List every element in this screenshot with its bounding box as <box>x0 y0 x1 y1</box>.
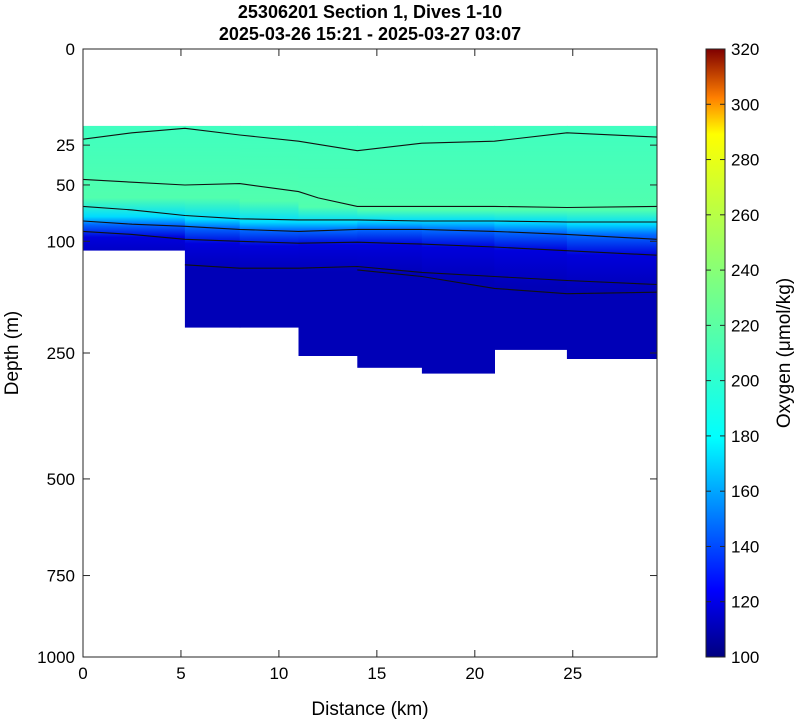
contour-line <box>357 269 657 295</box>
colorbar-tick-label: 220 <box>731 316 759 335</box>
chart-title: 25306201 Section 1, Dives 1-10 <box>238 2 502 22</box>
contour-line <box>83 178 657 209</box>
colorbar-tick-label: 100 <box>731 648 759 667</box>
y-tick-label: 25 <box>56 136 75 155</box>
x-axis-label: Distance (km) <box>311 699 428 720</box>
colorbar-tick-label: 260 <box>731 206 759 225</box>
x-tick-label: 20 <box>465 664 484 683</box>
y-tick-label: 250 <box>47 344 75 363</box>
oxygen-cell <box>83 125 186 251</box>
y-tick-label: 750 <box>47 567 75 586</box>
colorbar-tick-label: 160 <box>731 482 759 501</box>
oxygen-cell <box>421 125 495 374</box>
x-tick-label: 15 <box>367 664 386 683</box>
x-tick-label: 10 <box>269 664 288 683</box>
oxygen-cell <box>566 125 657 360</box>
y-axis-ticks: 0 25 50 100 250 500 750 1000 <box>37 40 657 667</box>
y-tick-label: 500 <box>47 470 75 489</box>
colorbar-tick-label: 280 <box>731 151 759 170</box>
x-axis-ticks: 0 5 10 15 20 25 <box>78 49 582 683</box>
y-tick-label: 1000 <box>37 648 75 667</box>
contour-lines <box>83 127 657 295</box>
oxygen-cell <box>298 125 358 357</box>
colorbar-label: Oxygen (μmol/kg) <box>774 278 795 428</box>
contour-line <box>184 264 657 286</box>
colorbar-tick-label: 120 <box>731 593 759 612</box>
colorbar <box>705 48 726 658</box>
y-tick-label: 50 <box>56 176 75 195</box>
colorbar-tick-label: 320 <box>731 40 759 59</box>
contour-line <box>83 230 657 256</box>
oxygen-cell <box>357 125 423 368</box>
x-tick-label: 0 <box>78 664 87 683</box>
x-tick-label: 25 <box>563 664 582 683</box>
colorbar-ticks: 100 120 140 160 180 200 220 240 260 280 300 320 <box>706 40 759 667</box>
oxygen-cell <box>239 125 300 328</box>
y-tick-label: 0 <box>66 40 75 59</box>
contour-line <box>83 127 657 152</box>
chart-subtitle: 2025-03-26 15:21 - 2025-03-27 03:07 <box>219 24 521 44</box>
colorbar-tick-label: 140 <box>731 537 759 556</box>
oxygen-field <box>83 125 657 374</box>
x-tick-label: 5 <box>176 664 185 683</box>
colorbar-tick-label: 300 <box>731 95 759 114</box>
contour-line <box>83 205 657 223</box>
colorbar-tick-label: 240 <box>731 261 759 280</box>
contour-line <box>83 220 657 240</box>
y-axis-label: Depth (m) <box>2 311 23 395</box>
colorbar-tick-label: 180 <box>731 427 759 446</box>
oxygen-cell <box>494 125 568 350</box>
colorbar-tick-label: 200 <box>731 372 759 391</box>
y-tick-label: 100 <box>47 232 75 251</box>
